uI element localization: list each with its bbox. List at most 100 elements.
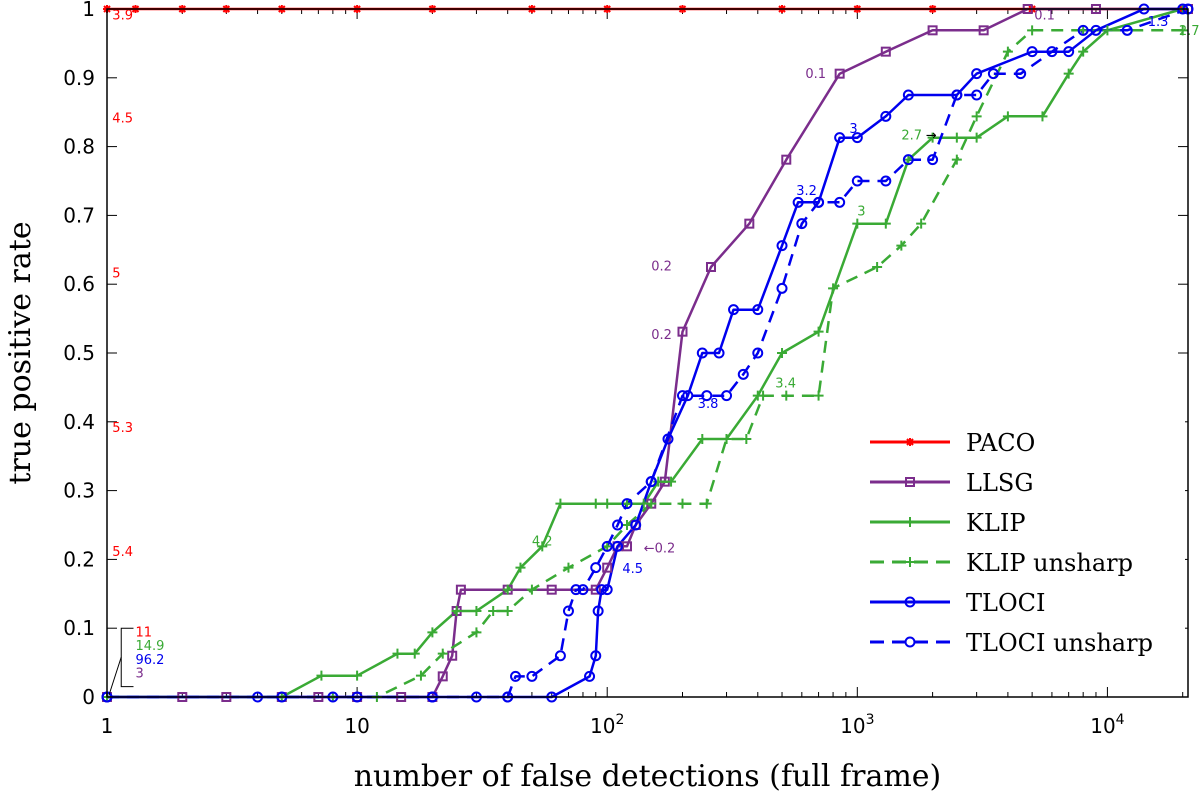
data-point-tloci bbox=[728, 304, 740, 316]
x-tick-label: 102 bbox=[590, 712, 624, 738]
data-point-llsg bbox=[447, 650, 458, 661]
data-point-tloci bbox=[851, 132, 863, 144]
data-point-klip bbox=[927, 132, 938, 143]
data-point-klip-unsharp bbox=[781, 390, 792, 401]
annotation-label: 4.2 bbox=[532, 535, 553, 550]
data-point-tloci-unsharp bbox=[562, 605, 574, 617]
data-point-klip-unsharp bbox=[437, 648, 448, 659]
x-tick-label: 103 bbox=[840, 712, 874, 738]
annotations: 3.94.555.35.41114.996.230.10.20.2←0.20.1… bbox=[108, 8, 1200, 696]
y-axis-title: true positive rate bbox=[3, 221, 38, 484]
annotation-label: 5.4 bbox=[112, 545, 133, 560]
data-point-llsg bbox=[781, 154, 792, 165]
data-point-klip bbox=[515, 562, 526, 573]
data-point-tloci-unsharp bbox=[601, 540, 613, 552]
data-point-klip-unsharp bbox=[701, 498, 712, 509]
data-point-tloci-unsharp bbox=[851, 175, 863, 187]
data-point-klip-unsharp bbox=[828, 283, 839, 294]
data-point-llsg bbox=[744, 218, 755, 229]
legend-marker-tloci-unsharp bbox=[904, 636, 916, 648]
legend-label-paco: PACO bbox=[966, 429, 1035, 457]
data-point-tloci bbox=[630, 519, 642, 531]
data-point-klip bbox=[392, 648, 403, 659]
data-point-klip bbox=[697, 434, 708, 444]
data-point-tloci-unsharp bbox=[701, 390, 713, 402]
data-point-klip bbox=[1002, 111, 1013, 122]
data-point-klip bbox=[813, 326, 824, 337]
data-point-tloci bbox=[792, 196, 804, 208]
data-point-klip-unsharp bbox=[602, 541, 613, 552]
annotation-label: 3.4 bbox=[775, 376, 796, 391]
data-point-klip-unsharp bbox=[1002, 46, 1013, 57]
data-point-tloci bbox=[696, 347, 708, 359]
data-point-klip bbox=[1063, 68, 1074, 79]
data-point-klip-unsharp bbox=[813, 390, 824, 401]
x-tick-label: 1 bbox=[101, 714, 114, 738]
data-point-klip-unsharp bbox=[916, 218, 927, 229]
data-point-klip bbox=[971, 132, 982, 143]
legend-marker-llsg bbox=[905, 477, 915, 487]
data-point-tloci bbox=[590, 650, 602, 662]
data-point-klip-unsharp bbox=[951, 154, 962, 165]
data-point-tloci bbox=[662, 433, 674, 445]
data-point-klip-unsharp bbox=[758, 390, 769, 401]
annotation-label: 3 bbox=[857, 204, 865, 219]
data-point-llsg bbox=[978, 25, 989, 36]
data-point-klip bbox=[316, 670, 327, 681]
data-point-tloci-unsharp bbox=[676, 390, 688, 402]
data-point-klip bbox=[602, 498, 613, 509]
legend-marker-paco bbox=[906, 438, 914, 446]
x-tick-label: 10 bbox=[344, 714, 369, 738]
data-point-tloci-unsharp bbox=[526, 670, 538, 682]
data-point-klip-unsharp bbox=[1027, 25, 1038, 36]
annotation-label: 96.2 bbox=[135, 653, 164, 668]
annotation-label: 0.1 bbox=[1034, 8, 1055, 23]
data-point-tloci-unsharp bbox=[645, 476, 657, 488]
data-point-tloci bbox=[834, 132, 846, 144]
y-tick-label: 0.9 bbox=[63, 66, 95, 90]
data-point-klip bbox=[537, 541, 548, 552]
data-point-klip bbox=[951, 132, 962, 143]
data-point-tloci bbox=[1026, 46, 1038, 58]
data-point-klip bbox=[471, 606, 482, 616]
data-point-tloci-unsharp bbox=[737, 368, 749, 380]
data-point-tloci-unsharp bbox=[510, 670, 522, 682]
data-point-klip bbox=[1078, 46, 1089, 57]
data-point-tloci bbox=[713, 347, 725, 359]
series-line-tloci bbox=[107, 7, 1183, 699]
data-point-tloci bbox=[776, 240, 788, 252]
annotation-pointer bbox=[108, 656, 122, 696]
annotation-label: 0.1 bbox=[805, 67, 826, 82]
legend-background bbox=[858, 418, 1185, 662]
data-point-tloci bbox=[1090, 24, 1102, 36]
y-tick-label: 0.7 bbox=[63, 203, 95, 227]
data-point-klip-unsharp bbox=[896, 240, 907, 251]
data-point-tloci-unsharp bbox=[554, 650, 566, 662]
data-point-klip bbox=[1037, 111, 1048, 122]
data-point-tloci bbox=[902, 89, 914, 101]
annotation-label: ←0.2 bbox=[644, 542, 676, 557]
data-point-klip bbox=[427, 627, 438, 638]
legend-label-klip: KLIP bbox=[966, 509, 1026, 537]
data-point-tloci bbox=[752, 304, 764, 316]
data-point-tloci-unsharp bbox=[1121, 24, 1133, 36]
annotation-label: 3 bbox=[849, 122, 857, 137]
series-line-tloci-unsharp bbox=[107, 7, 1189, 699]
data-point-tloci bbox=[601, 584, 613, 596]
data-point-klip-unsharp bbox=[646, 498, 657, 509]
y-tick-label: 0.5 bbox=[63, 341, 95, 365]
data-point-klip-unsharp bbox=[741, 434, 752, 444]
annotation-label: 3 bbox=[135, 667, 143, 682]
series-line-klip bbox=[107, 7, 1184, 699]
plot-frame bbox=[106, 8, 1189, 698]
data-point-tloci-unsharp bbox=[570, 584, 582, 596]
annotation-label: 5.3 bbox=[112, 421, 133, 436]
annotation-label: 0.2 bbox=[651, 259, 672, 274]
data-point-klip bbox=[666, 476, 677, 487]
y-tick-label: 0.2 bbox=[63, 547, 95, 571]
data-point-tloci bbox=[682, 390, 694, 402]
annotation-label: 14.9 bbox=[135, 639, 164, 654]
data-point-tloci-unsharp bbox=[590, 562, 602, 574]
data-point-klip-unsharp bbox=[872, 262, 883, 272]
